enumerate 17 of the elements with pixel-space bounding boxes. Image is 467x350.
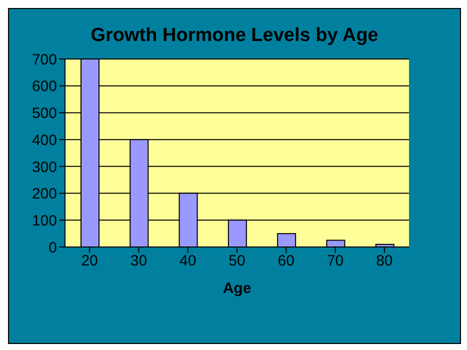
y-tick-label: 300 [32, 158, 57, 176]
x-tick-label: 50 [228, 252, 246, 270]
x-tick-label: 40 [180, 252, 196, 270]
y-tick-label: 100 [32, 212, 57, 230]
y-tick-label: 600 [32, 78, 57, 96]
y-tick-label: 500 [32, 105, 57, 122]
x-tick-label: 80 [376, 252, 393, 270]
x-axis-title: Age [222, 280, 252, 297]
y-tick-label: 0 [48, 239, 57, 256]
y-tick-label: 200 [32, 186, 57, 203]
x-tick-label: 20 [81, 252, 98, 270]
y-tick-label: 400 [32, 132, 57, 149]
x-tick-label: 70 [326, 252, 344, 270]
chart-title: Growth Hormone Levels by Age [90, 24, 380, 47]
x-tick-label: 60 [278, 252, 294, 270]
x-tick-label: 30 [130, 252, 148, 270]
y-tick-label: 700 [32, 51, 57, 68]
